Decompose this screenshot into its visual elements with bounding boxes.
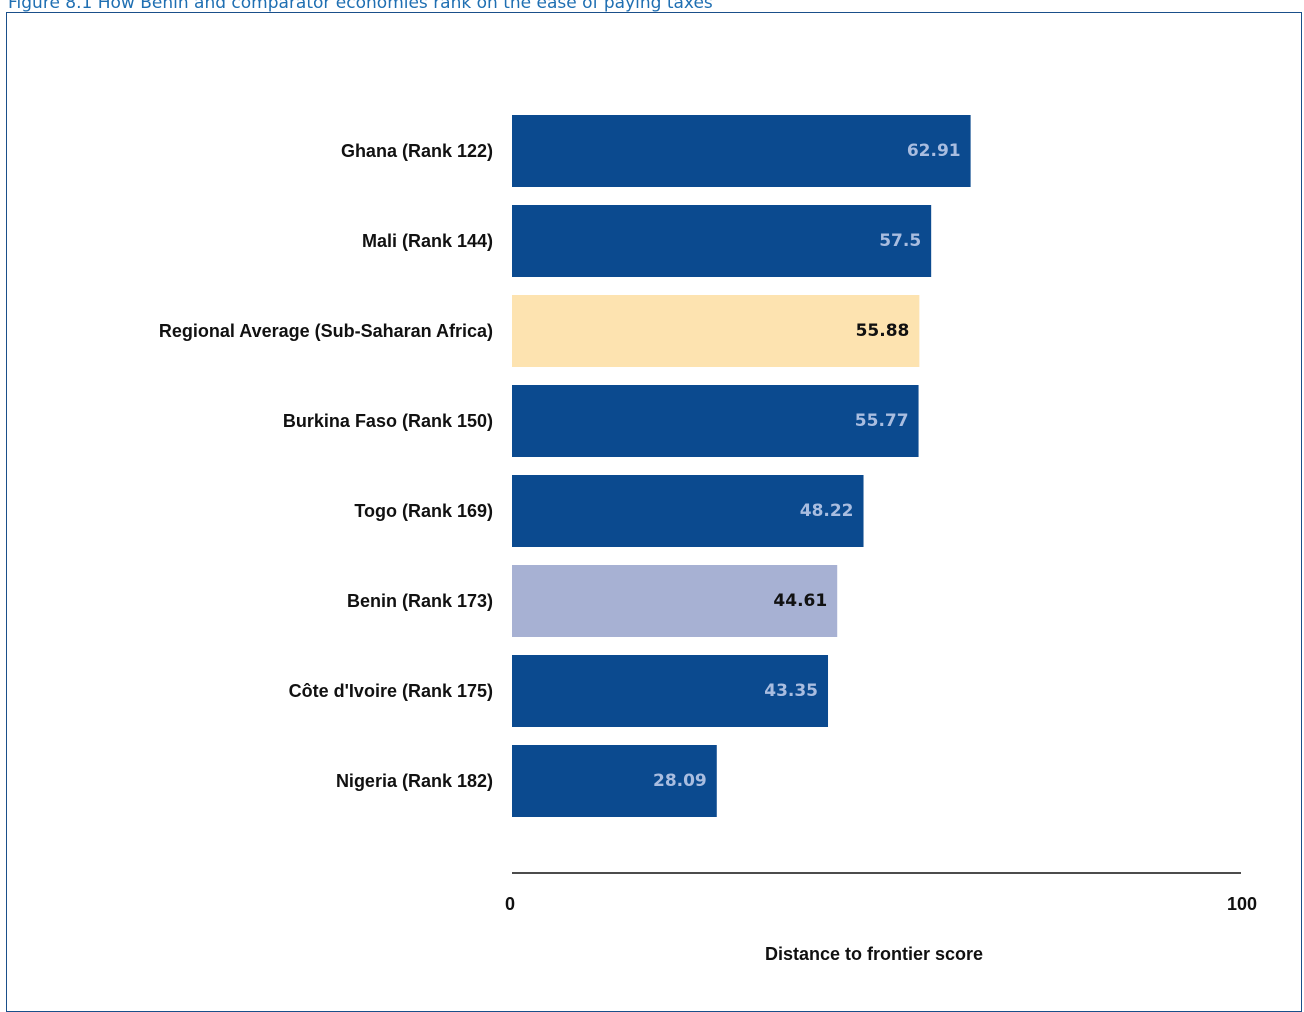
category-label-1: Mali (Rank 144) bbox=[362, 231, 493, 251]
value-label-6: 43.35 bbox=[764, 681, 818, 701]
category-label-3: Burkina Faso (Rank 150) bbox=[283, 411, 493, 431]
bar-7 bbox=[512, 745, 717, 817]
bar-3 bbox=[512, 385, 919, 457]
bar-6 bbox=[512, 655, 829, 727]
value-label-3: 55.77 bbox=[855, 411, 909, 431]
category-label-4: Togo (Rank 169) bbox=[354, 501, 493, 521]
category-label-0: Ghana (Rank 122) bbox=[341, 141, 493, 161]
value-label-0: 62.91 bbox=[907, 141, 961, 161]
value-label-5: 44.61 bbox=[773, 591, 827, 611]
x-axis-title: Distance to frontier score bbox=[765, 944, 983, 964]
x-tick-label-100: 100 bbox=[1227, 894, 1257, 914]
figure-title: Figure 8.1 How Benin and comparator econ… bbox=[8, 0, 713, 13]
category-label-2: Regional Average (Sub-Saharan Africa) bbox=[159, 321, 493, 341]
bar-0 bbox=[512, 115, 971, 187]
bar-2 bbox=[512, 295, 920, 367]
bar-1 bbox=[512, 205, 932, 277]
category-label-5: Benin (Rank 173) bbox=[347, 591, 493, 611]
category-label-6: Côte d'Ivoire (Rank 175) bbox=[289, 681, 493, 701]
value-label-7: 28.09 bbox=[653, 771, 707, 791]
value-label-1: 57.5 bbox=[879, 231, 921, 251]
value-label-2: 55.88 bbox=[856, 321, 910, 341]
bars-layer: Ghana (Rank 122) 62.91 Mali (Rank 144) 57.5… bbox=[159, 115, 971, 817]
x-tick-label-0: 0 bbox=[505, 894, 515, 914]
bar-5 bbox=[512, 565, 838, 637]
bar-4 bbox=[512, 475, 864, 547]
category-label-7: Nigeria (Rank 182) bbox=[336, 771, 493, 791]
value-label-4: 48.22 bbox=[800, 501, 854, 521]
